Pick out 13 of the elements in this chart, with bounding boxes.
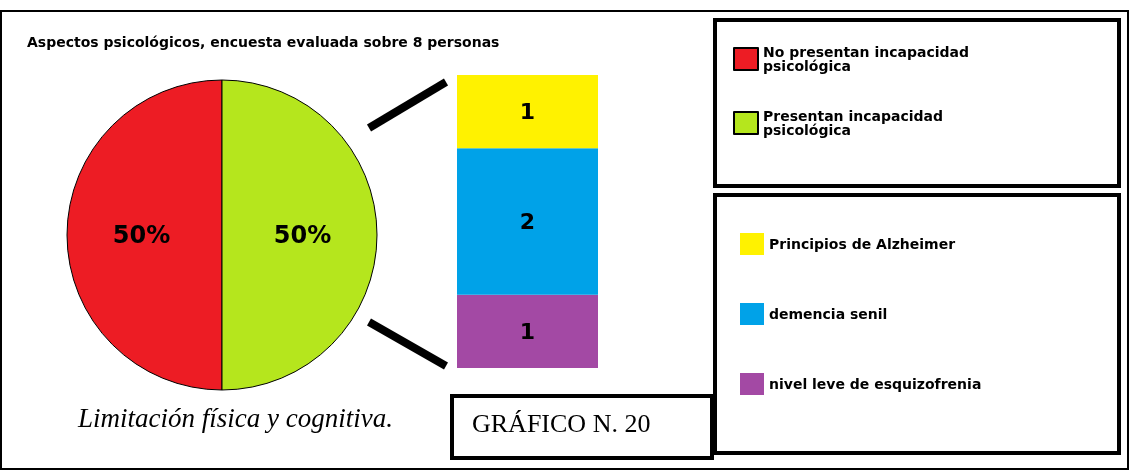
legend-label: Principios de Alzheimer — [769, 236, 956, 252]
legend-label: Presentan incapacidad psicológica — [763, 108, 948, 138]
text: Aspectos psicológicos, encuesta evaluada sobre 8 personas — [27, 34, 500, 50]
data-label: 2 — [519, 209, 536, 234]
legend-label: demencia senil — [769, 306, 888, 322]
text: Limitación física y cognitiva. — [77, 402, 393, 433]
legend-label: No presentan incapacidad psicológica — [763, 44, 974, 74]
legend-label: nivel leve de esquizofrenia — [769, 376, 982, 392]
text: GRÁFICO N. 20 — [472, 408, 651, 438]
data-label: 1 — [519, 99, 536, 125]
data-label: 50% — [112, 221, 171, 249]
data-label: 1 — [519, 318, 536, 344]
data-label: 50% — [273, 221, 332, 249]
